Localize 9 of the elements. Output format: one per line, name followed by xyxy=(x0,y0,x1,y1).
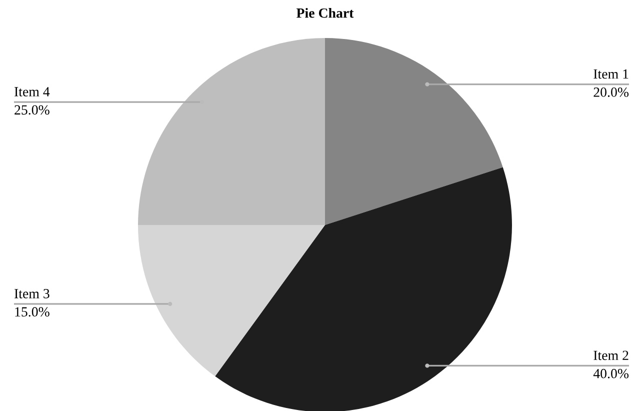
slice-label: Item 3 xyxy=(14,288,50,298)
data-label: 40.0% xyxy=(593,368,629,378)
data-label: 20.0% xyxy=(594,88,629,97)
slice-label: Item 4 xyxy=(14,87,50,96)
slice-label: Item 2 xyxy=(594,350,628,360)
data-label: 25.0% xyxy=(14,105,50,115)
chart-title: Pie Chart xyxy=(296,8,354,18)
slice-label: Item 1 xyxy=(594,69,628,79)
data-label: 15.0% xyxy=(15,307,50,317)
